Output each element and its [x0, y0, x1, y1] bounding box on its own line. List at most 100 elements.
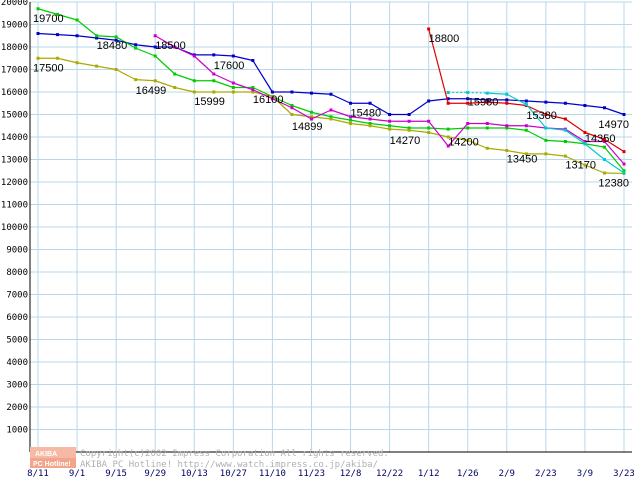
data-point — [466, 90, 470, 94]
data-point — [309, 110, 313, 114]
x-tick-label: 10/27 — [220, 469, 247, 479]
data-point — [368, 117, 372, 121]
x-tick-label: 1/12 — [418, 469, 440, 479]
data-point — [251, 86, 255, 89]
data-point — [524, 99, 528, 103]
data-point — [505, 149, 509, 152]
series-segment — [252, 89, 273, 100]
series-segment — [487, 122, 507, 127]
data-point — [368, 122, 372, 125]
series-segment — [350, 122, 371, 127]
data-label: 15980 — [468, 96, 499, 108]
data-point — [270, 95, 274, 98]
data-point — [36, 7, 40, 11]
logo-pc-hotline: PC Hotline! — [33, 461, 71, 468]
data-point — [251, 88, 255, 92]
data-label-layer: 19700 18480 18500 17500 17600 16499 15999 16100… — [33, 13, 629, 190]
series-segment — [584, 143, 605, 148]
y-tick-label: 19000 — [1, 21, 28, 31]
data-point — [524, 102, 528, 106]
y-tick-label: 20000 — [1, 0, 28, 8]
data-point — [524, 124, 528, 128]
series-segment — [330, 93, 351, 104]
y-tick-label: 13000 — [1, 156, 28, 166]
data-point — [505, 101, 509, 105]
series-segment — [389, 125, 410, 129]
x-tick-label: 3/9 — [577, 469, 593, 479]
series-segment — [76, 19, 97, 37]
data-point — [36, 56, 40, 60]
series-segment — [135, 47, 156, 57]
data-point — [505, 92, 509, 96]
data-point — [485, 98, 489, 102]
series-segment — [467, 98, 488, 101]
series-segment — [115, 68, 136, 81]
data-point — [466, 97, 470, 101]
data-point — [446, 127, 450, 131]
series-segment — [604, 146, 625, 172]
series-segment — [233, 82, 254, 91]
data-point — [583, 142, 587, 146]
series-segment — [428, 120, 449, 147]
data-point — [466, 122, 470, 125]
series-segment — [604, 138, 625, 153]
data-point — [446, 90, 450, 94]
data-point — [36, 32, 40, 35]
data-point — [427, 126, 431, 130]
data-label: 16100 — [253, 94, 284, 106]
data-point — [427, 131, 431, 134]
x-tick-label: 9/1 — [69, 469, 85, 479]
data-label: 15480 — [351, 108, 382, 120]
x-tick-label: 9/29 — [144, 469, 166, 479]
series-segment — [506, 99, 527, 102]
data-point — [388, 124, 392, 128]
data-point — [329, 92, 333, 96]
y-tick-label: 12000 — [1, 178, 28, 188]
series-segment — [271, 96, 293, 115]
series-segment — [428, 28, 449, 104]
data-point — [231, 81, 235, 85]
data-point — [622, 171, 626, 175]
series-segment — [526, 129, 547, 141]
series-segment — [448, 127, 468, 130]
series-segment — [447, 123, 469, 147]
data-point — [388, 127, 392, 131]
series-segment — [291, 107, 312, 120]
series-segment — [506, 149, 527, 155]
series-segment — [252, 60, 273, 93]
data-point — [446, 101, 450, 105]
data-label: 15380 — [526, 110, 557, 122]
data-point — [583, 140, 587, 143]
data-point — [388, 113, 392, 116]
data-point — [544, 100, 548, 104]
series-segment — [311, 109, 332, 120]
series-segment — [369, 102, 390, 116]
series-segment — [57, 57, 78, 64]
data-point — [95, 34, 99, 38]
data-point — [407, 119, 411, 123]
data-label: 14270 — [390, 135, 421, 147]
data-point — [153, 79, 157, 83]
data-label: 13170 — [565, 160, 596, 172]
series-segment — [467, 101, 488, 104]
x-tick-label: 11/10 — [259, 469, 286, 479]
data-point — [583, 104, 587, 107]
data-point — [290, 104, 294, 107]
data-point — [114, 68, 118, 71]
data-point — [75, 34, 79, 38]
series-segment — [330, 118, 351, 125]
series-segment — [526, 104, 547, 116]
series-segment — [545, 153, 566, 157]
data-point — [329, 117, 333, 121]
data-point — [407, 126, 411, 130]
y-tick-label: 2000 — [6, 403, 28, 413]
data-point — [524, 152, 528, 156]
y-tick-label: 10000 — [1, 223, 28, 233]
y-tick-label: 4000 — [6, 358, 28, 368]
y-tick-label: 3000 — [6, 381, 28, 391]
series-segment — [96, 35, 117, 38]
series-segment — [154, 35, 176, 48]
series-segment — [213, 80, 234, 89]
series-segment — [330, 109, 351, 118]
